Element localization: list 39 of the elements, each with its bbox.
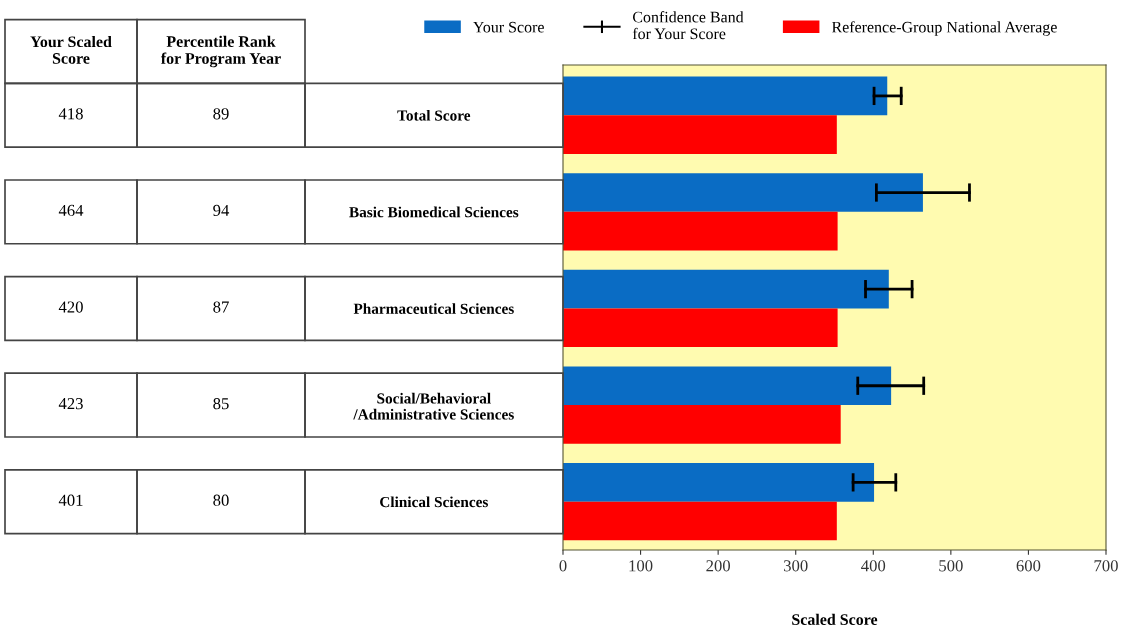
bar — [563, 76, 888, 116]
text: 89 — [213, 108, 229, 120]
text: 94 — [213, 204, 230, 217]
x-tick-label: 100 — [629, 560, 653, 572]
data-label: 401 — [58, 494, 83, 506]
x-tick-label: 500 — [939, 560, 963, 572]
text: Percentile Rank for Program Year — [160, 35, 281, 68]
x-tick-label: 700 — [1094, 560, 1118, 572]
y-tick-label: Clinical Sciences — [380, 496, 488, 508]
text: 85 — [213, 398, 229, 410]
y-tick-label: Total Score — [397, 109, 471, 121]
bar — [563, 405, 841, 444]
data-label: 423 — [58, 398, 83, 410]
bar — [563, 366, 892, 406]
bar — [563, 501, 837, 541]
data-label: 464 — [58, 204, 84, 217]
bar — [563, 115, 837, 154]
x-axis-title: Scaled Score — [792, 613, 878, 625]
text: Confidence Band for Your Score — [632, 11, 744, 40]
legend-label: Your Score — [473, 21, 544, 33]
y-tick-label: Social/Behavioral /Administrative Sciences — [353, 392, 514, 420]
data-label: 420 — [58, 301, 83, 313]
data-label: 418 — [58, 108, 83, 120]
x-tick-label: 400 — [861, 560, 886, 572]
bar — [563, 269, 889, 309]
legend-label: Reference-Group National Average — [831, 21, 1057, 36]
y-tick-label: Pharmaceutical Sciences — [353, 303, 514, 314]
text: 87 — [213, 301, 229, 313]
bar — [563, 173, 923, 212]
x-tick-label: 200 — [706, 560, 731, 572]
bar — [563, 463, 875, 502]
bar — [563, 211, 838, 251]
x-tick-label: 600 — [1016, 560, 1041, 572]
y-tick-label: Basic Biomedical Sciences — [349, 206, 519, 218]
text: Your Scaled Score — [30, 35, 112, 64]
x-tick-label: 300 — [784, 560, 808, 572]
text: 80 — [213, 494, 229, 506]
bar — [563, 308, 838, 348]
x-tick-label: 0 — [559, 560, 567, 572]
